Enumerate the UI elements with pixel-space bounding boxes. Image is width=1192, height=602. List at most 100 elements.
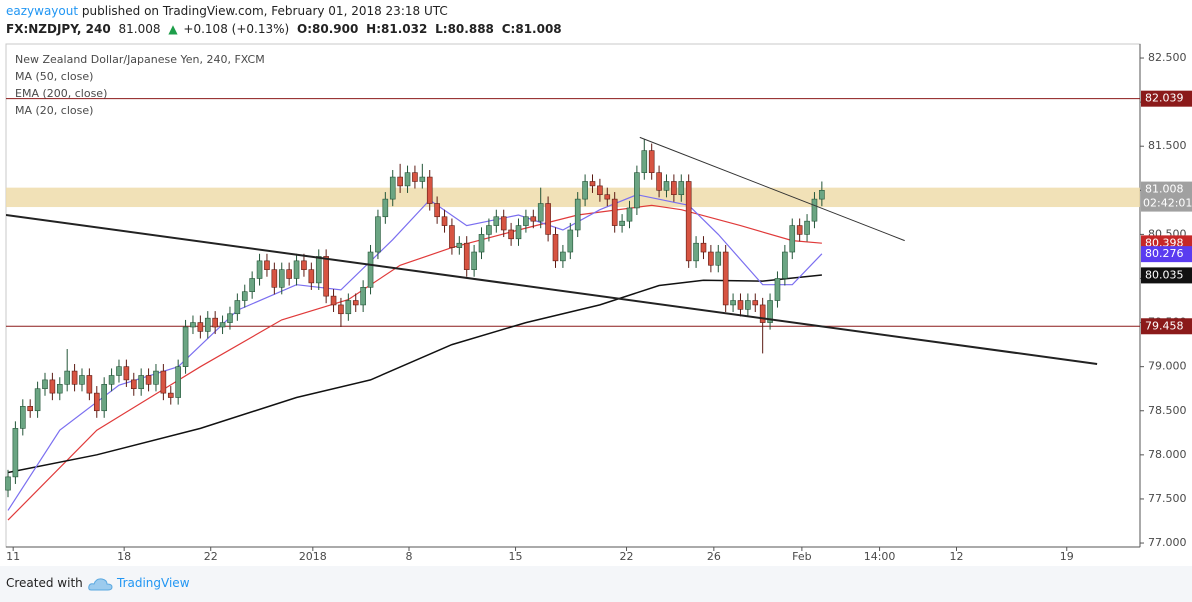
change-arrow: ▲ [168, 22, 178, 36]
x-tick-label: 12 [950, 550, 964, 563]
candle-body [560, 251, 566, 262]
x-tick-label: 26 [707, 550, 721, 563]
candle-body [27, 406, 33, 412]
candle-body [323, 256, 329, 297]
price-label: 80.035 [1145, 268, 1184, 281]
candle-body [523, 216, 529, 226]
candle-body [12, 428, 19, 478]
candle-body [382, 198, 389, 218]
candle-body [56, 384, 63, 394]
candle-body [678, 181, 685, 196]
candle-body [404, 172, 411, 187]
candle-body [212, 317, 218, 328]
candle-body [656, 172, 662, 191]
logo [88, 578, 113, 591]
candle-body [486, 225, 492, 235]
candle-body [182, 326, 189, 367]
candle-body [685, 181, 692, 262]
candle-body [426, 176, 433, 204]
y-tick-label: 77.500 [1148, 492, 1187, 505]
ohlc-close: C:81.008 [501, 22, 562, 36]
price-label: 80.276 [1145, 247, 1184, 260]
candle-body [745, 300, 751, 310]
header-line-1: eazywayout published on TradingView.com,… [6, 4, 452, 18]
candle-body [34, 388, 41, 412]
candle-body [796, 225, 803, 235]
candle-body [315, 256, 322, 284]
symbol: FX:NZDJPY, 240 [6, 22, 111, 36]
candle-body [241, 291, 248, 301]
candle-body [397, 176, 403, 187]
candle-body [752, 300, 759, 306]
candle-body [71, 370, 78, 385]
candle-body [463, 242, 470, 270]
candle-body [190, 322, 196, 328]
chart: 77.00077.50078.00078.50079.00079.50080.0… [5, 43, 1192, 563]
candle-body [597, 185, 603, 196]
x-tick-label: 14:00 [864, 550, 896, 563]
author[interactable]: eazywayout [6, 4, 79, 18]
candle-body [360, 286, 366, 306]
candle-body [389, 176, 396, 200]
trendline [6, 214, 1098, 365]
candle-body [271, 269, 278, 288]
candle-body [441, 216, 448, 226]
price-axis [1140, 44, 1192, 547]
candle-body [116, 366, 122, 376]
candle-body [219, 322, 226, 328]
candle-body [330, 295, 337, 306]
candle-body [42, 379, 48, 390]
candle-body [737, 300, 744, 310]
x-tick-label: 22 [204, 550, 218, 563]
indicator-line [7, 274, 822, 474]
candle-body [278, 269, 285, 288]
candle-body [419, 176, 426, 182]
candle-body [301, 260, 307, 270]
y-tick-label: 78.500 [1148, 404, 1187, 417]
price-label: 81.008 [1145, 183, 1184, 196]
candle-body [5, 476, 11, 491]
candle-body [715, 251, 722, 266]
y-tick-label: 79.000 [1148, 360, 1187, 373]
x-tick-label: 22 [620, 550, 634, 563]
candle-body [49, 379, 56, 394]
x-tick-label: 8 [406, 550, 413, 563]
y-tick-label: 81.500 [1148, 139, 1187, 152]
candle-body [471, 251, 477, 270]
candle-body [264, 260, 270, 270]
price-label: 82.039 [1145, 92, 1184, 105]
candle-body [574, 198, 581, 231]
candle-body [530, 216, 537, 222]
price-label: 80.398 [1145, 236, 1184, 249]
candle-body [79, 375, 85, 385]
candle-body [145, 375, 152, 385]
candle-body [634, 172, 640, 209]
candle-body [508, 229, 514, 240]
price-label-box [1141, 318, 1192, 335]
indicator-line [7, 204, 822, 521]
candle-body [449, 225, 455, 248]
candle-body [338, 304, 344, 315]
price-label-box [1141, 90, 1192, 107]
x-tick-label: 19 [1060, 550, 1074, 563]
candle-body [167, 392, 174, 398]
candle-body [708, 251, 714, 266]
candle-body [412, 172, 418, 182]
brand[interactable]: TradingView [117, 576, 190, 590]
candle-body [619, 220, 625, 226]
chart-title: New Zealand Dollar/Japanese Yen, 240, FX… [15, 53, 265, 66]
candle-body [782, 251, 788, 279]
candle-body [774, 278, 781, 301]
candle-body [537, 203, 544, 222]
price-label-box [1141, 267, 1192, 284]
candle-body [626, 207, 633, 222]
y-tick-label: 82.500 [1148, 51, 1187, 64]
candle-body [759, 304, 766, 323]
candle-body [138, 375, 144, 390]
price-label: 79.458 [1145, 319, 1184, 332]
candle-body [567, 229, 574, 253]
candle-body [582, 181, 588, 200]
candle-body [130, 379, 137, 390]
candle-body [234, 300, 241, 315]
candle-body [700, 242, 707, 253]
